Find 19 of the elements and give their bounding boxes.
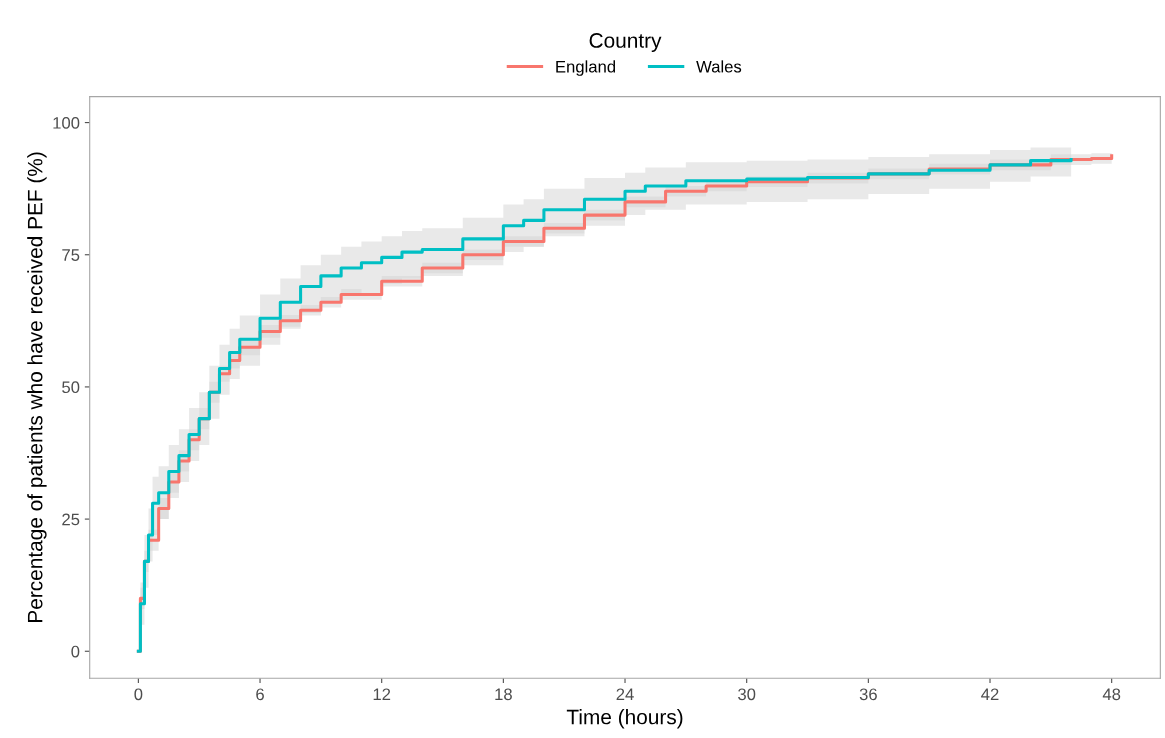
x-tick-label: 36: [859, 688, 877, 701]
x-tick-label: 6: [256, 688, 264, 701]
x-tick-label: 42: [981, 688, 999, 701]
x-axis-title: Time (hours): [566, 709, 683, 729]
x-tick-label: 0: [134, 688, 143, 701]
y-tick-label: 100: [53, 116, 80, 129]
y-tick-label: 50: [62, 381, 80, 394]
y-tick-label: 75: [62, 249, 80, 261]
legend-title: Country: [589, 33, 662, 52]
x-tick-label: 24: [616, 688, 634, 701]
x-tick-label: 18: [495, 688, 512, 701]
y-tick-label: 0: [71, 645, 80, 658]
x-tick-label: 48: [1102, 688, 1121, 701]
x-tick-label: 12: [373, 688, 391, 701]
x-tick-label: 30: [738, 688, 756, 701]
y-axis-title: Percentage of patients who have received PEF (%): [27, 152, 47, 622]
legend-label: England: [556, 60, 616, 76]
y-tick-label: 25: [62, 513, 80, 526]
legend-label: Wales: [696, 60, 742, 73]
